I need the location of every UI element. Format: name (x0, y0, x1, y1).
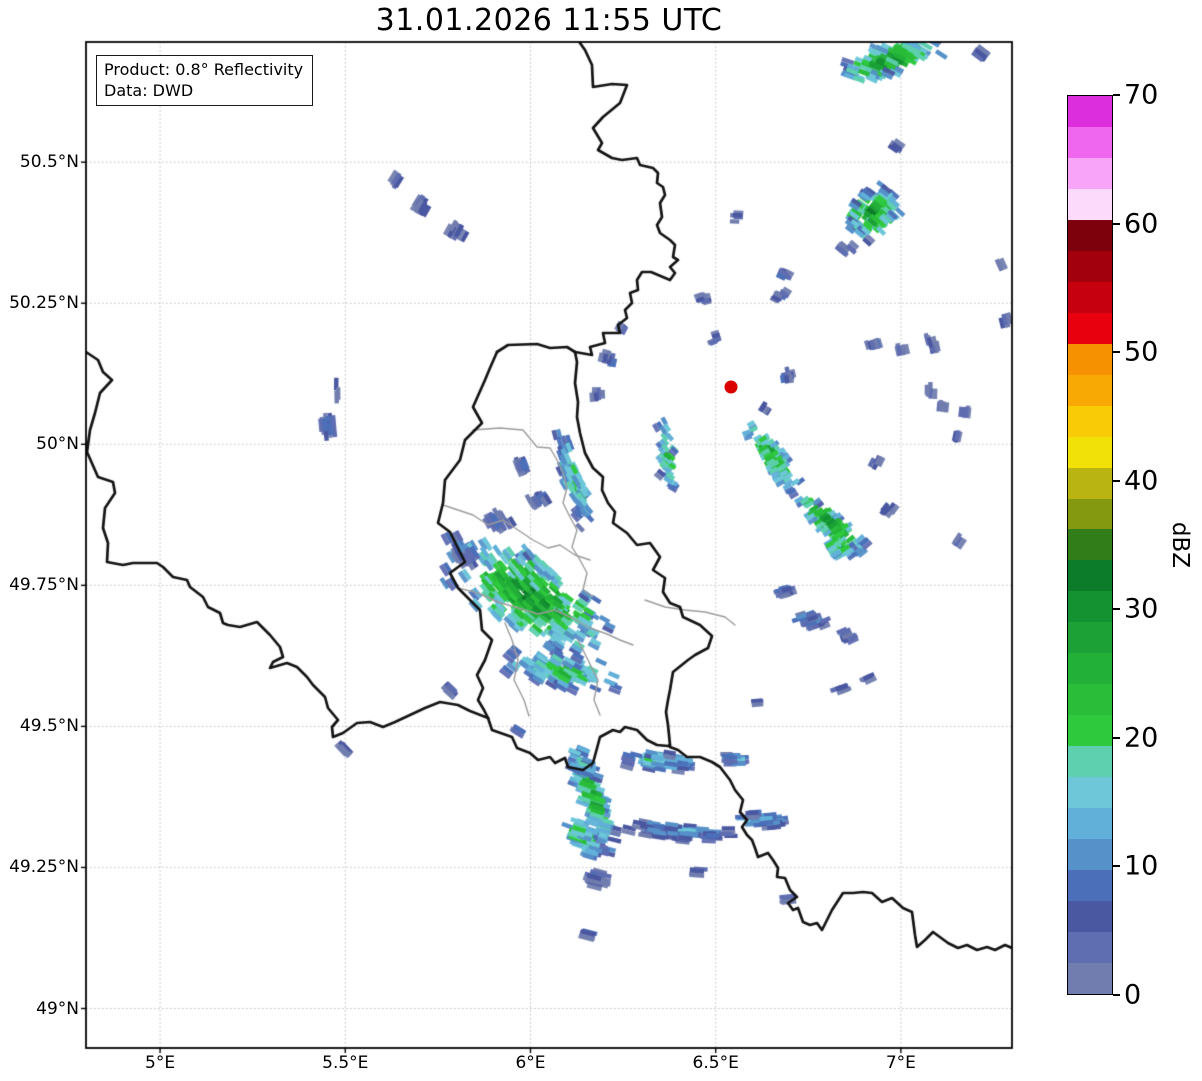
colorbar-tick-label: 20 (1124, 722, 1159, 754)
colorbar-swatch (1068, 839, 1112, 871)
data-source-line: Data: DWD (104, 81, 194, 101)
colorbar-swatch (1068, 157, 1112, 189)
radar-site-marker (724, 380, 738, 394)
colorbar-swatch (1068, 374, 1112, 406)
colorbar-tick-mark (1113, 351, 1120, 354)
colorbar-swatch (1068, 405, 1112, 437)
colorbar-swatch (1068, 932, 1112, 964)
colorbar-swatch (1068, 126, 1112, 158)
x-tick-label: 6°E (515, 1053, 546, 1073)
colorbar (1067, 95, 1113, 995)
x-tick-label: 5.5°E (322, 1053, 369, 1073)
colorbar-axis-label: dBZ (1167, 521, 1193, 569)
colorbar-swatch (1068, 777, 1112, 809)
colorbar-tick-label: 60 (1124, 208, 1159, 240)
colorbar-swatch (1068, 653, 1112, 685)
colorbar-tick-label: 50 (1124, 336, 1159, 368)
colorbar-tick-label: 70 (1124, 79, 1159, 111)
colorbar-swatch (1068, 901, 1112, 933)
colorbar-swatch (1068, 746, 1112, 778)
x-tick-label: 6.5°E (692, 1053, 739, 1073)
colorbar-tick-mark (1113, 222, 1120, 225)
colorbar-tick-mark (1113, 865, 1120, 868)
x-tick-label: 5°E (145, 1053, 176, 1073)
colorbar-tick-label: 30 (1124, 593, 1159, 625)
colorbar-swatch (1068, 963, 1112, 994)
y-tick-label: 49°N (36, 998, 79, 1019)
colorbar-swatch (1068, 498, 1112, 530)
y-tick-label: 50.25°N (9, 293, 79, 314)
colorbar-swatch (1068, 467, 1112, 499)
y-tick-label: 50.5°N (19, 152, 79, 173)
y-tick-label: 49.75°N (9, 575, 79, 596)
y-tick-label: 50°N (36, 434, 79, 455)
colorbar-swatch (1068, 312, 1112, 344)
y-tick-label: 49.25°N (9, 857, 79, 878)
colorbar-tick-label: 0 (1124, 979, 1142, 1011)
colorbar-swatch (1068, 343, 1112, 375)
colorbar-swatch (1068, 622, 1112, 654)
colorbar-swatch (1068, 95, 1112, 127)
product-line: Product: 0.8° Reflectivity (104, 60, 304, 79)
colorbar-tick-label: 40 (1124, 465, 1159, 497)
colorbar-swatch (1068, 436, 1112, 468)
colorbar-swatch (1068, 870, 1112, 902)
colorbar-swatch (1068, 591, 1112, 623)
colorbar-swatch (1068, 808, 1112, 840)
x-tick-label: 7°E (885, 1053, 916, 1073)
colorbar-tick-mark (1113, 994, 1120, 996)
colorbar-swatch (1068, 560, 1112, 592)
colorbar-swatch (1068, 684, 1112, 716)
colorbar-tick-label: 10 (1124, 850, 1159, 882)
y-tick-label: 49.5°N (19, 716, 79, 737)
colorbar-swatch (1068, 529, 1112, 561)
colorbar-swatch (1068, 281, 1112, 313)
colorbar-swatch (1068, 188, 1112, 220)
colorbar-tick-mark (1113, 94, 1120, 96)
product-annotation-box: Product: 0.8° Reflectivity Data: DWD (96, 55, 314, 107)
colorbar-swatch (1068, 715, 1112, 747)
colorbar-tick-mark (1113, 736, 1120, 739)
colorbar-swatch (1068, 219, 1112, 251)
colorbar-swatch (1068, 250, 1112, 282)
colorbar-tick-mark (1113, 608, 1120, 611)
colorbar-tick-mark (1113, 479, 1120, 482)
